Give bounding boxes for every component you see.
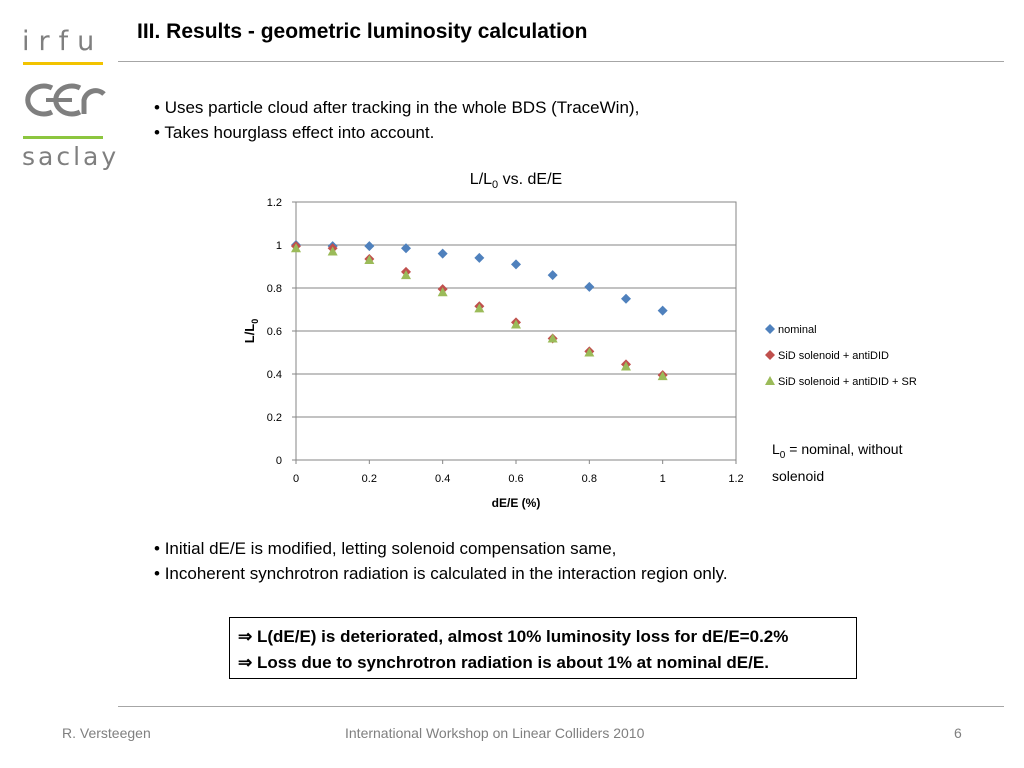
y-tick-label: 0.8 bbox=[267, 283, 282, 295]
chart-note: L0 = nominal, without solenoid bbox=[772, 441, 903, 484]
conclusion-line: ⇒ Loss due to synchrotron radiation is a… bbox=[238, 653, 769, 672]
conclusion-line: ⇒ L(dE/E) is deteriorated, almost 10% lu… bbox=[238, 627, 789, 646]
x-tick-label: 0 bbox=[293, 473, 299, 485]
bullet-item: Uses particle cloud after tracking in th… bbox=[154, 95, 640, 120]
x-axis-label: dE/E (%) bbox=[492, 496, 541, 510]
footer-event: International Workshop on Linear Collide… bbox=[345, 725, 645, 741]
data-point bbox=[657, 305, 668, 316]
footer-author: R. Versteegen bbox=[62, 725, 151, 741]
data-point bbox=[327, 246, 338, 256]
data-point bbox=[364, 255, 375, 265]
y-tick-label: 0.4 bbox=[267, 369, 282, 381]
implies-arrow-icon: ⇒ bbox=[238, 627, 257, 646]
bullet-item: Initial dE/E is modified, letting soleno… bbox=[154, 536, 728, 561]
data-point bbox=[511, 319, 521, 329]
data-point bbox=[547, 270, 558, 281]
conclusion-box: ⇒ L(dE/E) is deteriorated, almost 10% lu… bbox=[229, 617, 857, 679]
data-point bbox=[437, 287, 448, 297]
data-point bbox=[364, 241, 375, 252]
data-point bbox=[401, 243, 411, 254]
footer-divider bbox=[118, 706, 1004, 707]
x-tick-label: 1.2 bbox=[728, 473, 743, 485]
data-point bbox=[511, 259, 521, 270]
slide-title: III. Results - geometric luminosity calc… bbox=[137, 20, 588, 43]
y-tick-label: 0.2 bbox=[267, 412, 282, 424]
legend-marker bbox=[765, 376, 775, 385]
legend-marker bbox=[765, 324, 775, 334]
implies-arrow-icon: ⇒ bbox=[238, 653, 257, 672]
y-tick-label: 0 bbox=[276, 455, 282, 467]
data-point bbox=[474, 303, 485, 313]
logo-saclay-text: saclay bbox=[22, 142, 120, 171]
plot-frame bbox=[295, 201, 737, 461]
x-tick-label: 1 bbox=[660, 473, 666, 485]
data-point bbox=[584, 347, 595, 357]
x-tick-label: 0.6 bbox=[508, 473, 523, 485]
luminosity-chart: L/L0 vs. dE/E 0 0.2 0.4 0.6 0.8 1 1.2 0 0.2 0.4 0.6… bbox=[242, 171, 917, 510]
y-tick-label: 1 bbox=[276, 240, 282, 252]
data-point bbox=[291, 243, 301, 253]
bullet-item: Takes hourglass effect into account. bbox=[154, 120, 639, 145]
bottom-bullets: Initial dE/E is modified, letting soleno… bbox=[154, 536, 728, 586]
y-tick-label: 0.6 bbox=[267, 326, 282, 338]
data-point bbox=[621, 361, 631, 371]
legend-marker bbox=[765, 350, 775, 360]
legend-label: nominal bbox=[778, 324, 817, 336]
logo-irfu-text: irfu bbox=[22, 26, 104, 57]
data-point bbox=[584, 281, 595, 292]
logo-green-line bbox=[23, 136, 103, 139]
title-divider bbox=[118, 61, 1004, 62]
data-point bbox=[437, 248, 448, 259]
footer-page-number: 6 bbox=[954, 725, 962, 741]
data-point bbox=[621, 293, 631, 304]
chart-title: L/L0 vs. dE/E bbox=[470, 171, 562, 191]
y-tick-label: 1.2 bbox=[267, 197, 282, 209]
cea-logo-icon bbox=[25, 83, 106, 117]
x-tick-label: 0.2 bbox=[362, 473, 377, 485]
y-axis-label: L/L0 bbox=[242, 319, 260, 344]
x-tick-label: 0.8 bbox=[582, 473, 597, 485]
data-point bbox=[474, 252, 485, 263]
legend-label: SiD solenoid + antiDID + SR bbox=[778, 376, 917, 388]
bullet-item: Incoherent synchrotron radiation is calc… bbox=[154, 561, 728, 586]
top-bullets: Uses particle cloud after tracking in th… bbox=[154, 95, 639, 145]
data-point bbox=[657, 371, 668, 381]
logo-yellow-line bbox=[23, 62, 103, 65]
data-point bbox=[547, 333, 558, 343]
x-tick-label: 0.4 bbox=[435, 473, 450, 485]
data-point bbox=[401, 270, 411, 280]
legend-label: SiD solenoid + antiDID bbox=[778, 350, 889, 362]
